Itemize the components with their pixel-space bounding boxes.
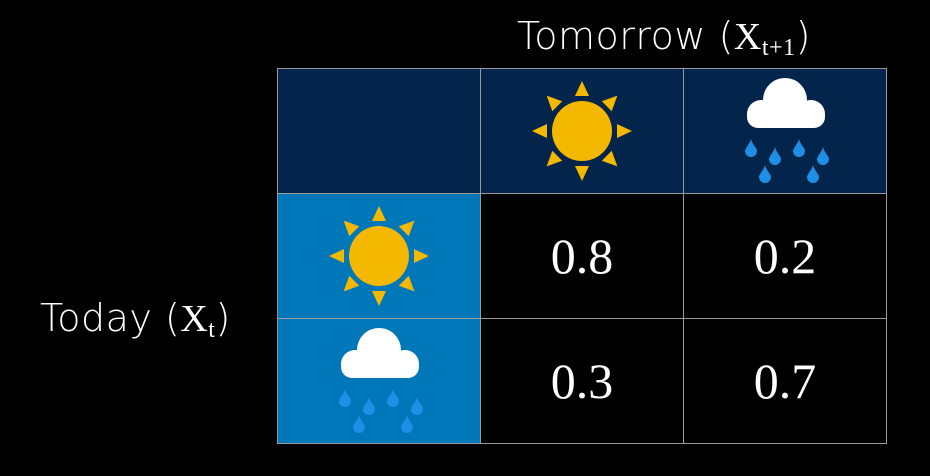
subscript: t: [208, 317, 216, 343]
matrix-cell: 0.7: [683, 318, 887, 444]
variable: X: [733, 16, 762, 58]
subscript: t+1: [761, 35, 796, 61]
matrix-cell: 0.2: [683, 193, 887, 319]
sun-icon: [481, 79, 683, 183]
axis-text: Today (: [40, 296, 181, 340]
col-header-sunny: [480, 68, 684, 194]
rain-cloud-icon: [278, 326, 480, 436]
column-axis-label: Tomorrow (Xt+1): [517, 14, 811, 62]
col-header-rainy: [683, 68, 887, 194]
sun-icon: [278, 204, 480, 308]
corner-cell: [277, 68, 481, 194]
row-header-sunny: [277, 193, 481, 319]
row-header-rainy: [277, 318, 481, 444]
matrix-cell: 0.3: [480, 318, 684, 444]
matrix-cell: 0.8: [480, 193, 684, 319]
paren: ): [215, 296, 231, 340]
paren: ): [795, 14, 811, 58]
variable: X: [180, 298, 209, 340]
transition-matrix: 0.8 0.2 0.3 0.7: [277, 68, 887, 444]
row-axis-label: Today (Xt): [40, 296, 231, 344]
rain-cloud-icon: [684, 76, 886, 186]
axis-text: Tomorrow (: [517, 14, 734, 58]
